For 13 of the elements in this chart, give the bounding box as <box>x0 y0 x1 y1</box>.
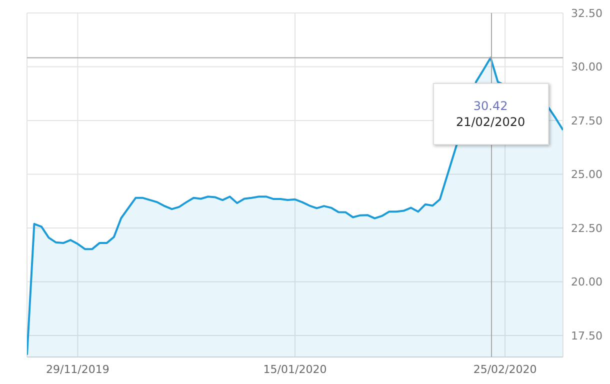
y-tick-label: 20.00 <box>571 276 602 289</box>
y-tick-label: 22.50 <box>571 222 602 235</box>
y-tick-label: 30.00 <box>571 60 602 74</box>
y-tick-label: 27.50 <box>571 114 602 128</box>
tooltip-box: 30.42 21/02/2020 <box>432 82 549 145</box>
x-tick-label: 29/11/2019 <box>46 362 110 376</box>
x-tick-label: 25/02/2020 <box>473 362 537 376</box>
y-tick-label: 32.50 <box>571 6 602 20</box>
annotation: 30.42 <box>473 98 508 114</box>
annotation: 21/02/2020 <box>456 114 526 130</box>
y-tick-label: 17.50 <box>571 329 602 342</box>
x-tick-label: 15/01/2020 <box>263 362 327 376</box>
y-tick-label: 25.00 <box>571 168 602 182</box>
